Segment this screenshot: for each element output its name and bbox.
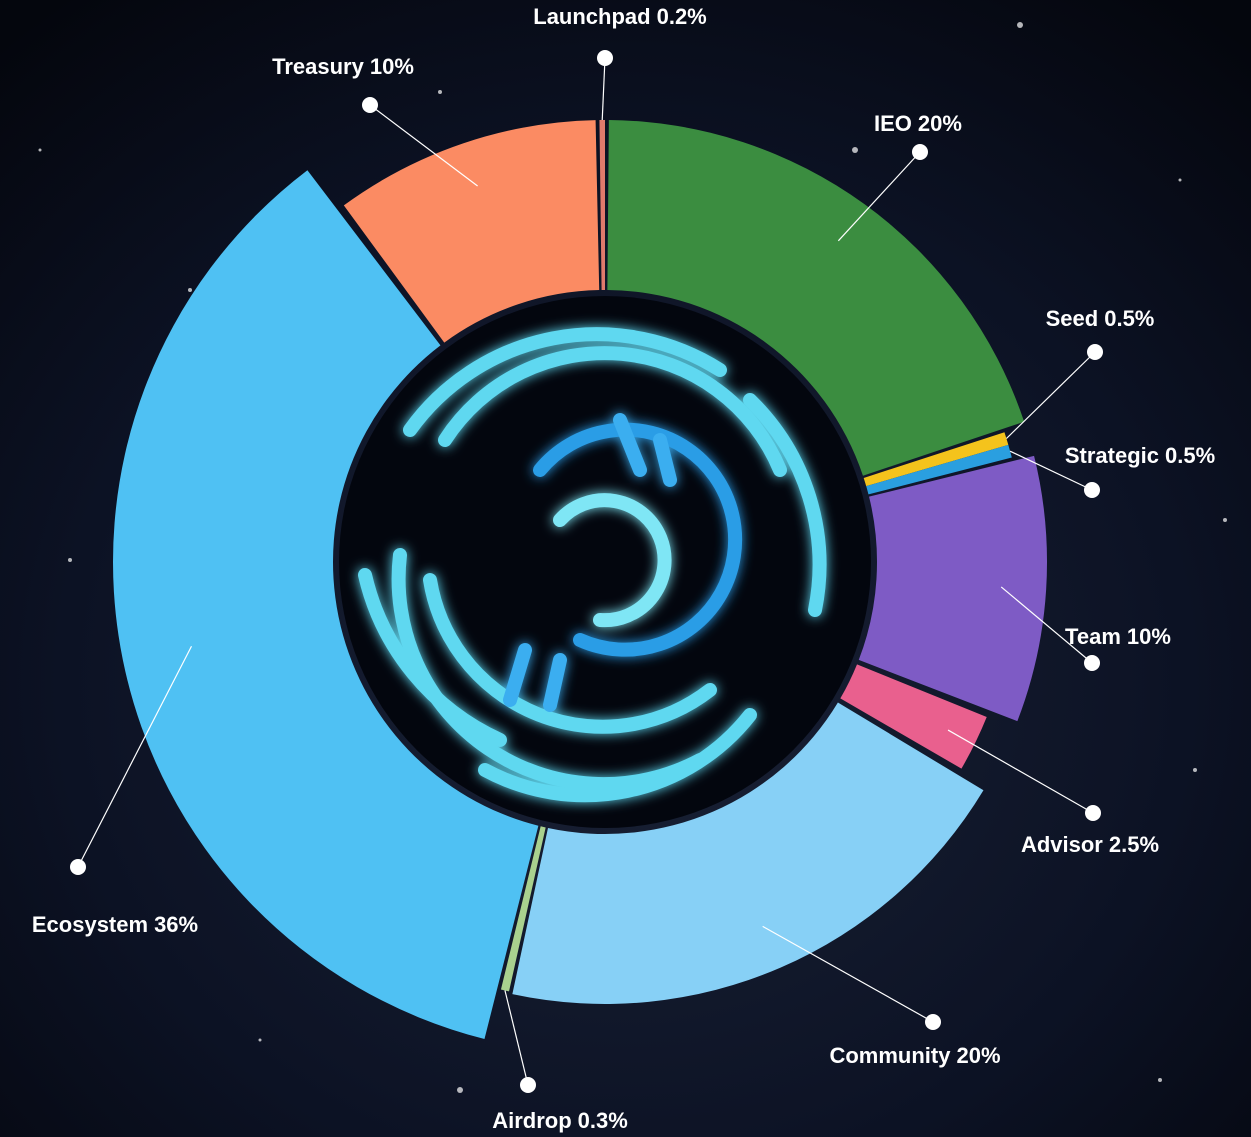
slice	[863, 432, 1009, 487]
slice	[607, 120, 1025, 476]
slice-label: Advisor 2.5%	[1021, 832, 1159, 857]
category-name: Advisor	[1021, 832, 1103, 857]
category-name: Team	[1065, 624, 1121, 649]
category-name: Seed	[1046, 306, 1099, 331]
leader-line	[1006, 351, 1096, 439]
label-dot	[1087, 344, 1103, 360]
slice	[599, 120, 605, 291]
center-disc	[339, 296, 871, 828]
slice-label: Airdrop 0.3%	[492, 1108, 628, 1133]
slice-label: Seed 0.5%	[1046, 306, 1155, 331]
value-label: 0.2%	[657, 4, 707, 29]
leader-line	[601, 57, 606, 121]
slice	[500, 826, 546, 992]
labels: IEO 20%Seed 0.5%Strategic 0.5%Team 10%Adviso…	[32, 4, 1215, 1133]
leader-line	[369, 104, 478, 187]
label-dot	[912, 144, 928, 160]
value-label: 0.5%	[1165, 443, 1215, 468]
label-dot	[70, 859, 86, 875]
slice	[512, 702, 984, 1004]
leader-line	[1000, 586, 1093, 664]
value-label: 2.5%	[1109, 832, 1159, 857]
value-label: 0.3%	[578, 1108, 628, 1133]
value-label: 10%	[1127, 624, 1171, 649]
category-name: IEO	[874, 111, 912, 136]
label-dot	[520, 1077, 536, 1093]
slice-label: Ecosystem 36%	[32, 912, 198, 937]
leader-line	[947, 729, 1094, 814]
category-name: Airdrop	[492, 1108, 571, 1133]
leader-line	[1009, 450, 1093, 491]
label-dot	[925, 1014, 941, 1030]
slice-label: Launchpad 0.2%	[533, 4, 707, 29]
logo	[358, 327, 827, 803]
category-name: Community	[829, 1043, 951, 1068]
value-label: 20%	[918, 111, 962, 136]
value-label: 36%	[154, 912, 198, 937]
slice	[866, 444, 1012, 495]
slice	[840, 664, 987, 769]
leader-line	[504, 990, 529, 1086]
leader-line	[837, 151, 921, 242]
stars	[38, 22, 1227, 1093]
label-dot	[1085, 805, 1101, 821]
category-name: Strategic	[1065, 443, 1159, 468]
label-dot	[597, 50, 613, 66]
slice-label: Strategic 0.5%	[1065, 443, 1215, 468]
slice	[343, 120, 600, 343]
slices	[113, 120, 1047, 1040]
value-label: 0.5%	[1104, 306, 1154, 331]
label-dot	[1084, 482, 1100, 498]
category-name: Launchpad	[533, 4, 650, 29]
leader-line	[762, 925, 934, 1023]
leader-line	[77, 646, 193, 868]
slice-label: Treasury 10%	[272, 54, 414, 79]
slice-label: Team 10%	[1065, 624, 1171, 649]
category-name: Treasury	[272, 54, 364, 79]
slice	[858, 455, 1047, 722]
label-dot	[1084, 655, 1100, 671]
value-label: 10%	[370, 54, 414, 79]
slice	[113, 170, 539, 1040]
value-label: 20%	[956, 1043, 1000, 1068]
slice-label: Community 20%	[829, 1043, 1000, 1068]
category-name: Ecosystem	[32, 912, 148, 937]
slice-label: IEO 20%	[874, 111, 962, 136]
label-dot	[362, 97, 378, 113]
